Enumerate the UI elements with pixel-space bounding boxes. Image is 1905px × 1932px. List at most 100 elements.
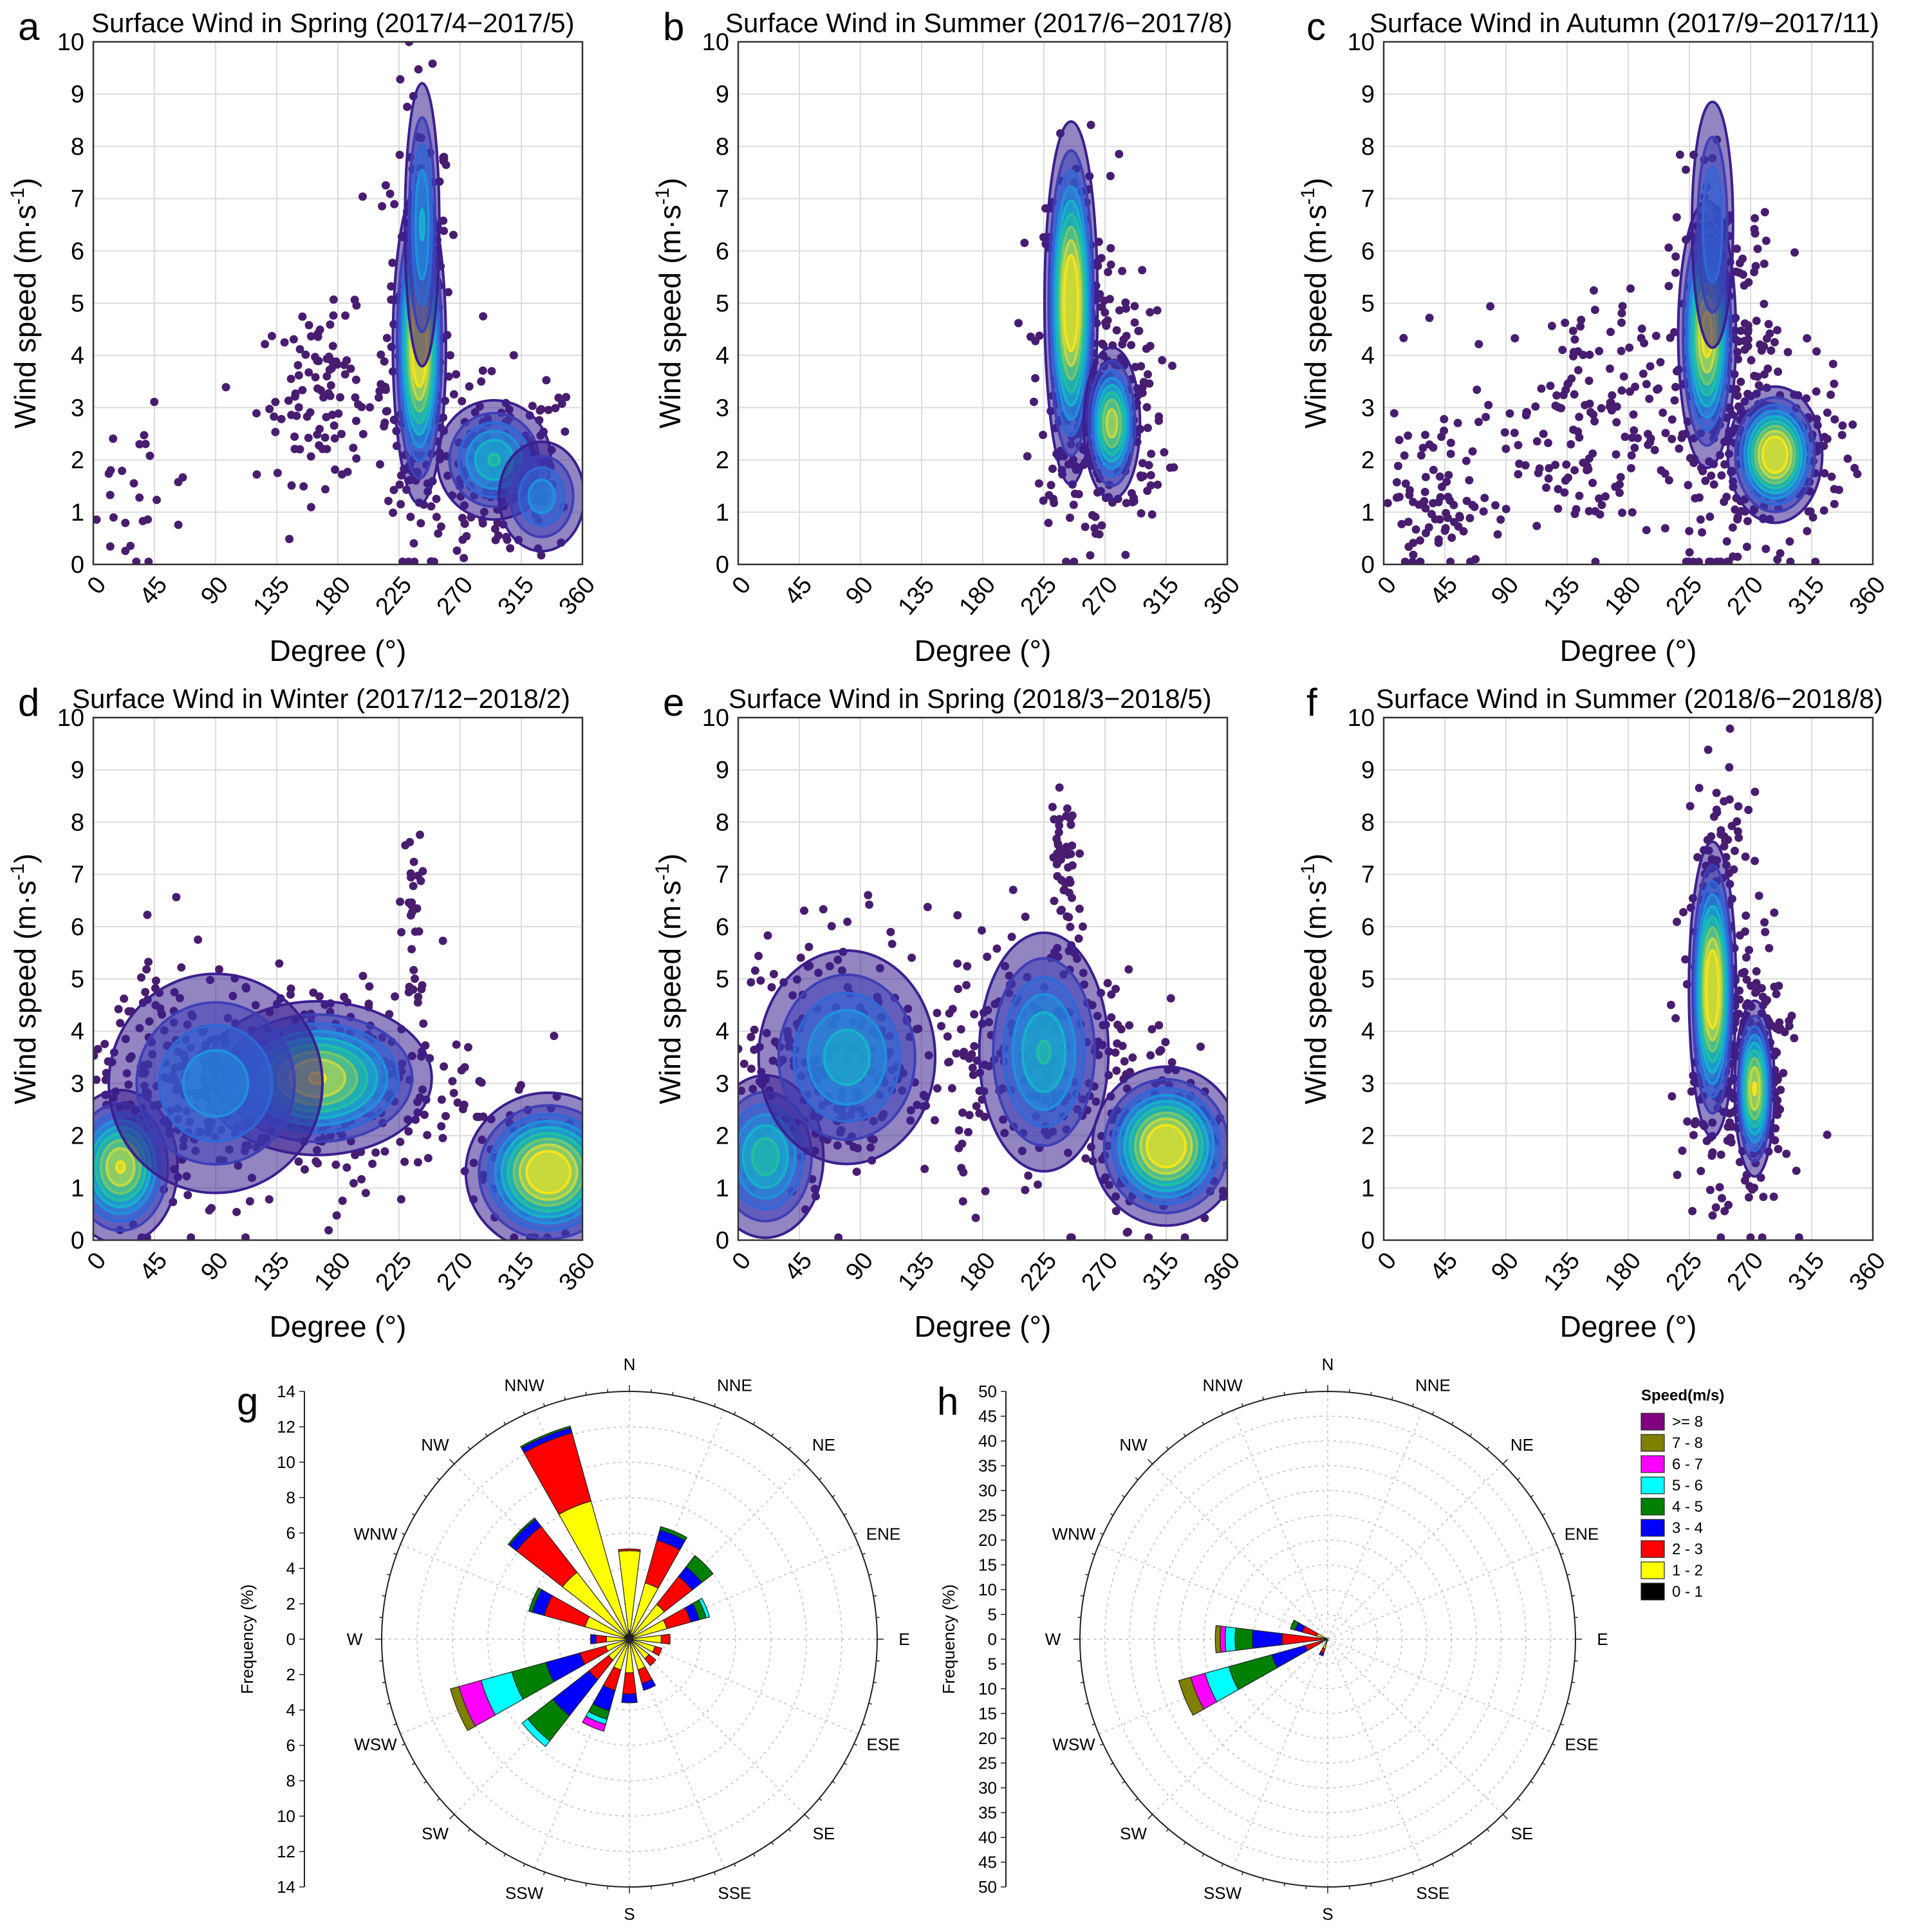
scatter-point bbox=[325, 353, 333, 361]
scatter-point bbox=[1727, 1138, 1736, 1147]
y-tick-label: 0 bbox=[716, 1227, 729, 1254]
scatter-point bbox=[1734, 802, 1743, 810]
scatter-point bbox=[1590, 417, 1599, 425]
scatter-point bbox=[1760, 918, 1769, 927]
scatter-point bbox=[328, 364, 336, 373]
scatter-point bbox=[1668, 1092, 1676, 1101]
density-contour bbox=[1107, 409, 1117, 437]
x-tick-label: 0 bbox=[1373, 1247, 1402, 1275]
scatter-point bbox=[1064, 913, 1073, 922]
scatter-point bbox=[754, 952, 763, 960]
density-contour bbox=[1763, 437, 1788, 473]
rose-tick-mark bbox=[1561, 1724, 1564, 1725]
x-tick-label: 270 bbox=[1722, 571, 1769, 620]
scatter-point bbox=[970, 1042, 978, 1050]
scatter-point bbox=[465, 382, 474, 391]
rose-tick-mark bbox=[1148, 1814, 1153, 1819]
scatter-point bbox=[955, 1126, 963, 1135]
frequency-tick-label: 0 bbox=[988, 1630, 997, 1649]
scatter-point bbox=[1588, 449, 1597, 458]
scatter-point bbox=[118, 467, 126, 475]
scatter-point bbox=[958, 1140, 966, 1148]
y-tick-label: 2 bbox=[716, 1123, 729, 1150]
rose-direction-label: NW bbox=[421, 1435, 449, 1454]
scatter-point bbox=[396, 75, 404, 84]
panel-letter: c bbox=[1306, 5, 1326, 48]
scatter-point bbox=[305, 321, 313, 330]
panel-title: Surface Wind in Spring (2017/4−2017/5) bbox=[91, 8, 575, 38]
scatter-point bbox=[983, 952, 991, 961]
scatter-point bbox=[330, 422, 339, 430]
scatter-point bbox=[1155, 1021, 1163, 1030]
scatter-point bbox=[384, 497, 393, 505]
rose-tick-mark bbox=[862, 1724, 866, 1725]
frequency-tick-label: 10 bbox=[277, 1453, 295, 1472]
scatter-point bbox=[429, 59, 437, 68]
scatter-point bbox=[1449, 501, 1458, 509]
rose-tick-mark bbox=[450, 1814, 454, 1819]
scatter-point bbox=[1441, 526, 1449, 535]
scatter-point bbox=[321, 433, 330, 441]
rose-petal-segment bbox=[661, 1634, 670, 1644]
frequency-axis-label: Frequency (%) bbox=[939, 1584, 958, 1695]
scatter-point bbox=[1784, 348, 1792, 357]
scatter-point bbox=[1127, 341, 1135, 349]
scatter-point bbox=[1454, 523, 1463, 531]
scatter-point bbox=[1047, 481, 1055, 489]
frequency-tick-label: 12 bbox=[277, 1842, 295, 1861]
y-axis-label-end: ) bbox=[8, 178, 42, 187]
frequency-tick-label: 40 bbox=[978, 1828, 997, 1847]
y-tick-label: 6 bbox=[1361, 914, 1375, 941]
y-tick-label: 9 bbox=[716, 757, 729, 784]
scatter-point bbox=[1590, 286, 1598, 295]
scatter-point bbox=[1686, 802, 1695, 810]
scatter-point bbox=[397, 1195, 405, 1203]
rose-tick-mark bbox=[1081, 1682, 1084, 1683]
scatter-point bbox=[252, 409, 261, 418]
x-tick-label: 225 bbox=[1660, 571, 1707, 620]
legend-swatch bbox=[1641, 1583, 1664, 1600]
scatter-point bbox=[1055, 783, 1064, 792]
scatter-point bbox=[1761, 928, 1769, 936]
scatter-point bbox=[1708, 1149, 1716, 1157]
scatter-point bbox=[1447, 450, 1455, 458]
rose-tick-mark bbox=[1470, 1434, 1472, 1436]
x-tick-label: 270 bbox=[1722, 1247, 1769, 1296]
scatter-point bbox=[183, 1191, 192, 1199]
scatter-point bbox=[1501, 445, 1510, 453]
scatter-point bbox=[1482, 413, 1490, 422]
scatter-point bbox=[383, 334, 391, 342]
rose-tick-mark bbox=[1110, 1763, 1113, 1765]
scatter-point bbox=[1717, 1151, 1725, 1159]
scatter-point bbox=[907, 954, 916, 962]
scatter-point bbox=[1712, 1203, 1720, 1212]
scatter-point bbox=[357, 1175, 366, 1184]
scatter-point bbox=[1014, 319, 1023, 328]
y-axis-label: Wind speed (m·s-1) bbox=[7, 178, 42, 429]
scatter-point bbox=[383, 407, 391, 415]
scatter-point bbox=[121, 519, 129, 527]
frequency-tick-label: 8 bbox=[286, 1488, 295, 1507]
rose-tick-mark bbox=[1518, 1798, 1520, 1800]
scatter-point bbox=[1754, 245, 1762, 253]
y-tick-label: 2 bbox=[71, 447, 84, 474]
scatter-point bbox=[1807, 507, 1815, 516]
scatter-point bbox=[365, 982, 373, 990]
scatter-point bbox=[952, 1049, 961, 1057]
scatter-point bbox=[307, 332, 315, 340]
scatter-point bbox=[1595, 347, 1603, 355]
scatter-point bbox=[1426, 313, 1434, 322]
rose-tick-mark bbox=[772, 1842, 774, 1844]
scatter-point bbox=[1120, 1057, 1129, 1066]
scatter-point bbox=[1571, 510, 1579, 518]
scatter-point bbox=[972, 1102, 981, 1110]
rose-direction-label: WNW bbox=[1052, 1525, 1096, 1544]
scatter-point bbox=[1585, 376, 1594, 385]
scatter-point bbox=[410, 858, 418, 866]
scatter-point bbox=[1738, 255, 1747, 263]
scatter-point bbox=[747, 978, 755, 987]
scatter-point bbox=[1106, 295, 1114, 303]
rose-spoke bbox=[1328, 1410, 1422, 1639]
scatter-point bbox=[1803, 334, 1811, 342]
y-tick-label: 6 bbox=[71, 914, 84, 941]
